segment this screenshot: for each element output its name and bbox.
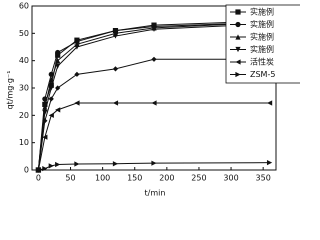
- marker: [48, 96, 54, 102]
- marker: [266, 100, 273, 106]
- series-line: [37, 58, 270, 171]
- x-tick-label: 150: [127, 174, 142, 183]
- legend-label: 实施例: [250, 32, 274, 42]
- legend-label: 实施例: [250, 7, 274, 17]
- marker: [48, 163, 54, 169]
- x-tick-label: 50: [65, 174, 75, 183]
- marker: [48, 77, 54, 83]
- marker: [55, 107, 61, 113]
- page: {"chart_data": {"type": "line", "x_label…: [5, 1, 300, 198]
- marker: [151, 26, 157, 32]
- y-tick-label: 60: [19, 2, 29, 11]
- series-line: [37, 21, 270, 171]
- marker: [55, 63, 61, 69]
- y-tick-label: 30: [19, 84, 29, 93]
- marker: [48, 85, 54, 91]
- y-tick-label: 20: [19, 111, 29, 120]
- series-line: [37, 102, 270, 171]
- y-axis-label: qt/mg·g⁻¹: [6, 71, 15, 110]
- marker: [48, 82, 54, 88]
- marker: [74, 38, 80, 45]
- y-tick-label: 40: [19, 56, 29, 65]
- x-axis-label: t/min: [145, 189, 166, 198]
- marker: [112, 28, 119, 34]
- marker: [112, 33, 119, 39]
- chart: t/min qt/mg·g⁻¹ 0 50 100 150 200 250 300 350 0 10…: [6, 2, 300, 198]
- legend-label: 实施例: [250, 19, 274, 29]
- x-tick-label: 300: [223, 174, 238, 183]
- marker: [55, 58, 61, 64]
- marker: [74, 71, 80, 77]
- marker: [48, 112, 54, 118]
- x-tick-label: 250: [191, 174, 206, 183]
- marker: [74, 100, 80, 106]
- legend-marker: [235, 46, 241, 53]
- legend-marker: [235, 34, 241, 40]
- marker: [151, 100, 157, 106]
- legend-marker: [235, 71, 241, 78]
- legend-label: ZSM-5: [250, 70, 275, 79]
- y-tick-label: 0: [24, 166, 29, 175]
- y-tick-label: 50: [19, 29, 29, 38]
- marker: [55, 52, 61, 58]
- x-tick-label: 200: [159, 174, 174, 183]
- marker: [42, 118, 48, 124]
- legend-marker: [235, 9, 241, 15]
- marker: [112, 100, 119, 106]
- marker: [151, 56, 157, 62]
- series-line: [37, 21, 270, 171]
- marker: [42, 110, 48, 116]
- marker: [151, 160, 157, 166]
- marker: [35, 167, 42, 173]
- marker: [112, 161, 119, 167]
- legend-label: 活性炭: [250, 57, 274, 67]
- x-tick-label: 350: [256, 174, 271, 183]
- y-tick-label: 10: [19, 138, 29, 147]
- marker: [112, 66, 119, 72]
- marker: [55, 85, 61, 91]
- legend-label: 实施例: [250, 44, 274, 54]
- legend-box: [225, 4, 300, 84]
- marker: [42, 134, 48, 140]
- marker: [266, 160, 273, 166]
- x-tick-label: 0: [36, 174, 41, 183]
- legend-marker: [235, 59, 241, 65]
- marker: [55, 161, 61, 168]
- marker: [42, 166, 48, 172]
- series-line: [37, 23, 270, 171]
- legend-marker: [235, 21, 241, 28]
- marker: [74, 44, 80, 50]
- marker: [55, 49, 61, 56]
- marker: [74, 161, 80, 167]
- x-tick-label: 100: [95, 174, 110, 183]
